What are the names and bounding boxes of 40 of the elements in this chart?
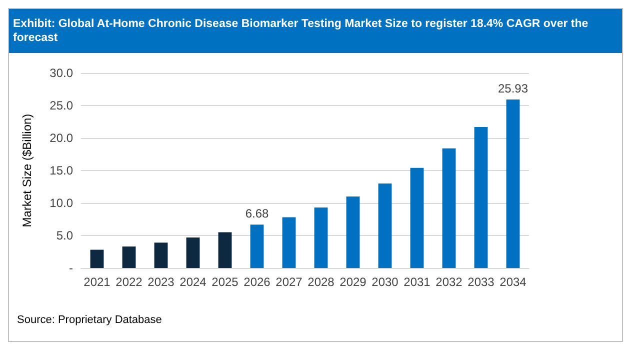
data-label: 25.93 [498, 81, 528, 96]
bar [250, 224, 264, 268]
x-tick-label: 2025 [212, 275, 239, 289]
data-label: 6.68 [245, 206, 269, 221]
source-note: Source: Proprietary Database [16, 313, 163, 326]
y-axis-title: Market Size ($Billion) [20, 114, 34, 228]
x-tick-label: 2028 [308, 275, 335, 289]
bar [282, 217, 296, 268]
bar [410, 168, 424, 268]
bar [218, 232, 232, 268]
chart-title: Exhibit: Global At-Home Chronic Disease Biomarker Testing Market Size to register 18.4% CAGR over the forecast [9, 9, 622, 53]
bar [378, 184, 392, 268]
bar [186, 237, 200, 268]
x-tick-label: 2029 [340, 275, 367, 289]
x-tick-label: 2021 [84, 275, 111, 289]
bar [474, 126, 488, 268]
bar [154, 242, 168, 268]
x-tick-label: 2022 [116, 275, 143, 289]
y-tick-label: 5.0 [56, 228, 74, 242]
y-tick-label: 15.0 [50, 164, 74, 178]
bar [90, 250, 104, 268]
y-tick-label: 25.0 [50, 98, 74, 112]
bar [506, 99, 520, 268]
x-tick-label: 2024 [180, 275, 207, 289]
y-tick-label: 30.0 [50, 66, 74, 80]
y-tick-label: - [69, 261, 73, 275]
x-tick-label: 2023 [148, 275, 175, 289]
x-tick-label: 2027 [276, 275, 303, 289]
y-tick-label: 20.0 [50, 131, 74, 145]
x-tick-label: 2033 [468, 275, 495, 289]
x-tick-label: 2026 [244, 275, 271, 289]
bar [346, 196, 360, 268]
x-tick-label: 2030 [372, 275, 399, 289]
x-tick-label: 2034 [500, 275, 527, 289]
y-tick-label: 10.0 [50, 196, 74, 210]
bar [122, 246, 136, 268]
x-tick-label: 2031 [404, 275, 431, 289]
bar [442, 148, 456, 268]
x-tick-label: 2032 [436, 275, 463, 289]
bar [314, 208, 328, 268]
